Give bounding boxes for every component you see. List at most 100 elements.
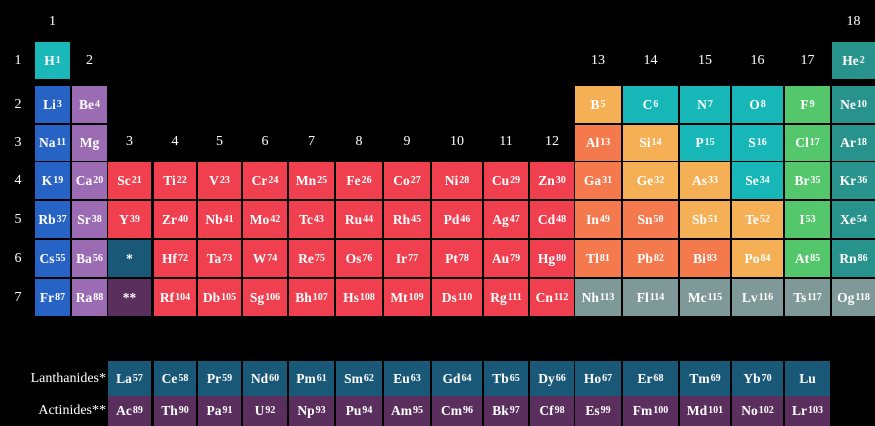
element-cell[interactable]: Pd 46 bbox=[432, 201, 482, 238]
element-cell[interactable]: Cf 98 bbox=[530, 396, 574, 426]
element-cell[interactable]: Cn 112 bbox=[530, 279, 574, 316]
element-cell[interactable]: Rn 86 bbox=[832, 240, 875, 277]
element-cell[interactable]: Au 79 bbox=[484, 240, 528, 277]
element-cell[interactable]: No 102 bbox=[732, 396, 783, 426]
element-cell[interactable]: Cm 96 bbox=[432, 396, 482, 426]
element-cell[interactable]: Np 93 bbox=[289, 396, 334, 426]
element-cell[interactable]: Si 14 bbox=[623, 125, 678, 161]
element-cell[interactable]: Nh 113 bbox=[575, 279, 621, 316]
element-cell[interactable]: Li 3 bbox=[35, 86, 70, 123]
element-cell[interactable]: Mn 25 bbox=[289, 162, 334, 199]
element-cell[interactable]: Br 35 bbox=[785, 162, 830, 199]
element-cell[interactable]: Al 13 bbox=[575, 125, 621, 161]
element-cell[interactable]: Pt 78 bbox=[432, 240, 482, 277]
element-cell[interactable]: Pm 61 bbox=[289, 361, 334, 396]
element-cell[interactable]: Am 95 bbox=[384, 396, 430, 426]
element-cell[interactable]: Bk 97 bbox=[484, 396, 528, 426]
element-cell[interactable]: Ru 44 bbox=[336, 201, 382, 238]
element-cell[interactable]: Bh 107 bbox=[289, 279, 334, 316]
element-cell[interactable]: Mo 42 bbox=[243, 201, 287, 238]
element-cell[interactable]: Cs 55 bbox=[35, 240, 70, 277]
element-cell[interactable]: Mt 109 bbox=[384, 279, 430, 316]
element-cell[interactable]: Tb 65 bbox=[484, 361, 528, 396]
element-cell[interactable]: S 16 bbox=[732, 125, 783, 161]
element-cell[interactable]: Ce 58 bbox=[154, 361, 196, 396]
element-cell[interactable]: Sr 38 bbox=[72, 201, 107, 238]
element-cell[interactable]: Ca 20 bbox=[72, 162, 107, 199]
element-cell[interactable]: Cu 29 bbox=[484, 162, 528, 199]
element-cell[interactable]: Ba 56 bbox=[72, 240, 107, 277]
element-cell[interactable]: At 85 bbox=[785, 240, 830, 277]
element-cell[interactable]: Ni 28 bbox=[432, 162, 482, 199]
element-cell[interactable]: Sm 62 bbox=[336, 361, 382, 396]
element-cell[interactable]: Db 105 bbox=[198, 279, 241, 316]
element-cell[interactable]: Kr 36 bbox=[832, 162, 875, 199]
element-cell[interactable]: Os 76 bbox=[336, 240, 382, 277]
element-cell[interactable]: Be 4 bbox=[72, 86, 107, 123]
element-cell[interactable]: Bi 83 bbox=[680, 240, 730, 277]
element-cell[interactable]: ** bbox=[108, 279, 151, 316]
element-cell[interactable]: Ag 47 bbox=[484, 201, 528, 238]
element-cell[interactable]: Na 11 bbox=[35, 125, 70, 161]
element-cell[interactable]: I 53 bbox=[785, 201, 830, 238]
element-cell[interactable]: Cd 48 bbox=[530, 201, 574, 238]
element-cell[interactable]: Tl 81 bbox=[575, 240, 621, 277]
element-cell[interactable]: Ti 22 bbox=[154, 162, 196, 199]
element-cell[interactable]: Er 68 bbox=[623, 361, 678, 396]
element-cell[interactable]: Es 99 bbox=[575, 396, 621, 426]
element-cell[interactable]: Nb 41 bbox=[198, 201, 241, 238]
element-cell[interactable]: W 74 bbox=[243, 240, 287, 277]
element-cell[interactable]: Cr 24 bbox=[243, 162, 287, 199]
element-cell[interactable]: Co 27 bbox=[384, 162, 430, 199]
element-cell[interactable]: Y 39 bbox=[108, 201, 151, 238]
element-cell[interactable]: Rh 45 bbox=[384, 201, 430, 238]
element-cell[interactable]: Mg bbox=[72, 125, 107, 161]
element-cell[interactable]: Ne 10 bbox=[832, 86, 875, 123]
element-cell[interactable]: Lu bbox=[785, 361, 830, 396]
element-cell[interactable]: U 92 bbox=[243, 396, 287, 426]
element-cell[interactable]: Te 52 bbox=[732, 201, 783, 238]
element-cell[interactable]: Rb 37 bbox=[35, 201, 70, 238]
element-cell[interactable]: V 23 bbox=[198, 162, 241, 199]
element-cell[interactable]: Ar 18 bbox=[832, 125, 875, 161]
element-cell[interactable]: Rf 104 bbox=[154, 279, 196, 316]
element-cell[interactable]: Hs 108 bbox=[336, 279, 382, 316]
element-cell[interactable]: Lv 116 bbox=[732, 279, 783, 316]
element-cell[interactable]: * bbox=[108, 240, 151, 277]
element-cell[interactable]: Xe 54 bbox=[832, 201, 875, 238]
element-cell[interactable]: Lr 103 bbox=[785, 396, 830, 426]
element-cell[interactable]: Ac 89 bbox=[108, 396, 151, 426]
element-cell[interactable]: Sb 51 bbox=[680, 201, 730, 238]
element-cell[interactable]: Fm 100 bbox=[623, 396, 678, 426]
element-cell[interactable]: Gd 64 bbox=[432, 361, 482, 396]
element-cell[interactable]: Ir 77 bbox=[384, 240, 430, 277]
element-cell[interactable]: Ga 31 bbox=[575, 162, 621, 199]
element-cell[interactable]: K 19 bbox=[35, 162, 70, 199]
element-cell[interactable]: Hf 72 bbox=[154, 240, 196, 277]
element-cell[interactable]: Ra 88 bbox=[72, 279, 107, 316]
element-cell[interactable]: Ta 73 bbox=[198, 240, 241, 277]
element-cell[interactable]: Dy 66 bbox=[530, 361, 574, 396]
element-cell[interactable]: Yb 70 bbox=[732, 361, 783, 396]
element-cell[interactable]: Fr 87 bbox=[35, 279, 70, 316]
element-cell[interactable]: Fe 26 bbox=[336, 162, 382, 199]
element-cell[interactable]: Eu 63 bbox=[384, 361, 430, 396]
element-cell[interactable]: Md 101 bbox=[680, 396, 730, 426]
element-cell[interactable]: Hg 80 bbox=[530, 240, 574, 277]
element-cell[interactable]: P 15 bbox=[680, 125, 730, 161]
element-cell[interactable]: Tc 43 bbox=[289, 201, 334, 238]
element-cell[interactable]: Ts 117 bbox=[785, 279, 830, 316]
element-cell[interactable]: Ds 110 bbox=[432, 279, 482, 316]
element-cell[interactable]: Sg 106 bbox=[243, 279, 287, 316]
element-cell[interactable]: Po 84 bbox=[732, 240, 783, 277]
element-cell[interactable]: Sc 21 bbox=[108, 162, 151, 199]
element-cell[interactable]: Fl 114 bbox=[623, 279, 678, 316]
element-cell[interactable]: In 49 bbox=[575, 201, 621, 238]
element-cell[interactable]: Rg 111 bbox=[484, 279, 528, 316]
element-cell[interactable]: Pr 59 bbox=[198, 361, 241, 396]
